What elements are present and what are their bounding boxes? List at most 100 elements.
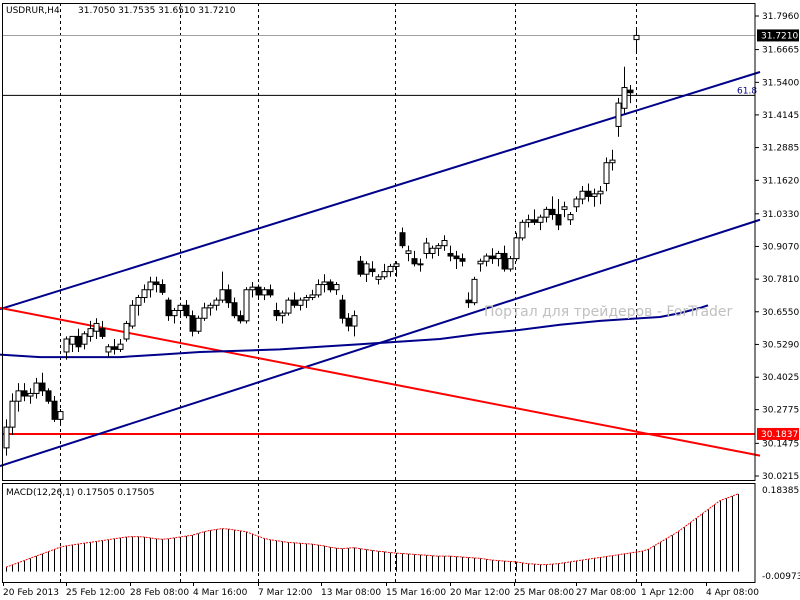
candle-body-9 (57, 411, 64, 420)
candle-body-97 (585, 190, 592, 197)
time-label-3: 4 Mar 16:00 (193, 588, 248, 598)
candle-body-56 (339, 299, 346, 319)
candle-body-93 (561, 206, 568, 210)
candle-body-89 (537, 216, 544, 223)
candle-body-51 (309, 294, 316, 299)
candle-body-28 (171, 309, 178, 317)
current-price-label: 31.7210 (761, 31, 798, 41)
candle-body-44 (267, 289, 274, 296)
macd-tick-label-1: -0.00973 (762, 572, 800, 582)
time-label-9: 27 Mar 08:00 (576, 588, 636, 598)
candle-body-0 (3, 426, 10, 449)
candle-body-13 (81, 333, 88, 345)
price-tick-label-0: 31.7960 (762, 12, 799, 22)
candle-body-78 (471, 278, 478, 304)
candle-body-10 (63, 338, 70, 353)
candle-body-22 (135, 297, 142, 306)
time-label-6: 15 Mar 16:00 (386, 588, 446, 598)
support-price-label-bg (757, 427, 799, 440)
time-label-8: 25 Mar 08:00 (514, 588, 574, 598)
candle-body-65 (393, 263, 400, 267)
candle-body-88 (531, 219, 538, 223)
price-tick-label-10: 30.5290 (762, 340, 799, 350)
macd-pane-frame (2, 483, 756, 583)
candle-body-82 (495, 252, 502, 260)
time-label-10: 1 Apr 12:00 (641, 588, 694, 598)
macd-signal-line (5, 493, 739, 568)
candle-body-55 (333, 284, 340, 291)
macd-indicator (5, 493, 739, 572)
candle-body-29 (177, 304, 184, 311)
grid-lines (60, 3, 637, 582)
candle-body-83 (501, 252, 508, 270)
axes: 31.7960 31.6665 31.5400 31.4145 31.2885 31.16… (2, 3, 800, 598)
candle-body-79 (477, 260, 484, 265)
candle-body-72 (435, 245, 442, 249)
candle-body-6 (39, 382, 46, 392)
candle-body-20 (123, 322, 130, 340)
price-tick-label-3: 31.4145 (762, 111, 799, 121)
price-tick-label-5: 31.1620 (762, 176, 799, 186)
price-tick-label-11: 30.4025 (762, 373, 799, 383)
candle-body-91 (549, 208, 556, 216)
candle-body-33 (201, 307, 208, 319)
candle-body-16 (99, 328, 106, 337)
candle-body-7 (45, 390, 52, 402)
candle-body-104 (627, 89, 634, 94)
chart-title: USDRUR,H4 (6, 6, 60, 16)
candle-body-92 (555, 214, 562, 226)
current-price-label-bg (757, 29, 799, 42)
candle-body-45 (273, 309, 280, 317)
price-tick-label-14: 30.0215 (762, 472, 799, 482)
candle-body-49 (297, 299, 304, 306)
candle-body-63 (381, 271, 388, 278)
candle-body-75 (453, 255, 460, 260)
candle-body-35 (213, 299, 220, 306)
candle-body-32 (195, 317, 202, 332)
candle-body-8 (51, 400, 58, 420)
candle-body-31 (189, 315, 196, 332)
candle-body-11 (69, 335, 76, 345)
candle-body-43 (261, 289, 268, 296)
time-label-0: 20 Feb 2013 (3, 588, 59, 598)
candle-body-48 (291, 299, 298, 306)
price-tick-label-8: 30.7810 (762, 275, 799, 285)
watermark: Портал для трейдеров - ForTrader (484, 304, 733, 320)
candle-body-99 (597, 190, 604, 195)
candle-body-64 (387, 265, 394, 273)
price-tick-label-9: 30.6550 (762, 308, 799, 318)
candle-body-37 (225, 289, 232, 304)
candle-body-101 (609, 159, 616, 164)
candle-body-27 (165, 299, 172, 317)
candle-body-42 (255, 286, 262, 296)
time-label-4: 7 Mar 12:00 (258, 588, 313, 598)
candle-body-53 (321, 281, 328, 286)
candle-body-50 (303, 297, 310, 301)
candle-body-59 (357, 260, 364, 275)
candle-body-3 (21, 390, 28, 397)
candle-body-5 (33, 382, 40, 394)
candle-body-103 (621, 87, 628, 109)
price-tick-label-7: 30.9070 (762, 242, 799, 252)
candle-body-57 (345, 317, 352, 327)
candle-body-68 (411, 258, 418, 265)
candle-body-87 (525, 219, 532, 223)
candle-body-71 (429, 247, 436, 254)
price-tick-label-4: 31.2885 (762, 144, 799, 154)
candle-body-90 (543, 208, 550, 218)
candle-body-41 (249, 286, 256, 291)
moving-average-curve (0, 304, 709, 359)
main-pane-frame (2, 3, 756, 481)
candles (3, 27, 640, 456)
candle-body-25 (153, 281, 160, 286)
candle-body-73 (441, 239, 448, 247)
candle-body-76 (459, 258, 466, 262)
price-tick-label-2: 31.5400 (762, 78, 799, 88)
candle-body-24 (147, 281, 154, 291)
candle-body-17 (105, 346, 112, 353)
candle-body-94 (567, 214, 574, 221)
candle-body-84 (507, 258, 514, 270)
candle-body-77 (465, 299, 472, 304)
